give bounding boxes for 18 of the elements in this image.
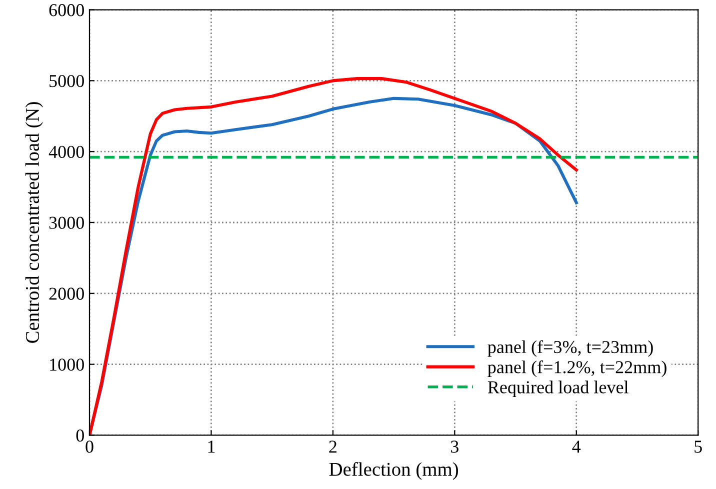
x-axis-title: Deflection (mm) xyxy=(329,462,458,480)
x-tick-label: 2 xyxy=(329,440,336,453)
y-tick-label: 5000 xyxy=(50,74,84,88)
x-tick-label: 0 xyxy=(86,440,94,453)
y-tick-label: 6000 xyxy=(49,4,84,16)
legend-label: panel (f=3%, t=23mm) xyxy=(488,340,653,357)
x-tick-label: 1 xyxy=(208,440,215,453)
x-tick-label: 5 xyxy=(694,440,702,453)
y-tick-label: 1000 xyxy=(50,358,84,371)
x-tick-label: 4 xyxy=(572,440,581,453)
y-tick-label: 2000 xyxy=(49,288,84,300)
x-tick-label: 3 xyxy=(451,440,458,453)
y-tick-label: 0 xyxy=(76,429,84,442)
legend-label: Required load level xyxy=(488,380,628,398)
y-tick-label: 4000 xyxy=(48,146,84,158)
legend-label: panel (f=1.2%, t=22mm) xyxy=(488,360,666,377)
y-axis-title: Centroid concentrated load (N) xyxy=(25,102,43,343)
y-tick-label: 3000 xyxy=(49,216,84,229)
